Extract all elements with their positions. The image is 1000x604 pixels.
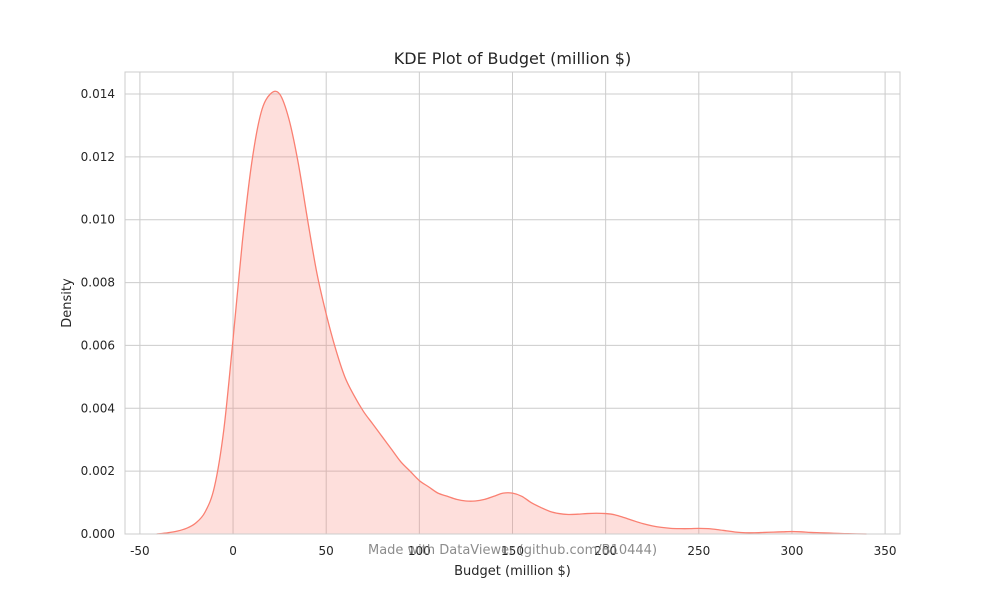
y-tick-label: 0.012 xyxy=(81,150,115,164)
y-tick-label: 0.014 xyxy=(81,87,115,101)
kde-line xyxy=(156,90,867,535)
x-tick-label: 200 xyxy=(594,544,617,558)
plot-frame xyxy=(124,71,901,535)
kde-area-fill xyxy=(156,91,867,534)
y-tick-label: 0.010 xyxy=(81,213,115,227)
x-tick-label: 0 xyxy=(229,544,237,558)
x-tick-label: 100 xyxy=(408,544,431,558)
x-tick-label: 350 xyxy=(874,544,897,558)
grid-layer xyxy=(125,72,900,535)
x-axis-label: Budget (million $) xyxy=(454,564,571,579)
y-tick-label: 0.002 xyxy=(81,464,115,478)
x-tick-label: -50 xyxy=(130,544,150,558)
tick-layer: -50 0 50 100 150 200 250 300 350 0.000 0.002 0.004 0… xyxy=(81,87,897,558)
chart-title: KDE Plot of Budget (million $) xyxy=(394,49,631,68)
x-tick-label: 300 xyxy=(780,544,803,558)
y-tick-label: 0.008 xyxy=(81,276,115,290)
y-tick-label: 0.000 xyxy=(81,527,115,541)
y-axis-label: Density xyxy=(60,278,75,328)
x-tick-label: 150 xyxy=(501,544,524,558)
area-layer xyxy=(156,90,867,535)
x-tick-label: 250 xyxy=(687,544,710,558)
y-tick-label: 0.006 xyxy=(81,338,115,352)
y-tick-label: 0.004 xyxy=(81,401,115,415)
watermark-text: Made with DataViewer (github.com/B10444) xyxy=(368,543,657,558)
x-tick-label: 50 xyxy=(319,544,334,558)
